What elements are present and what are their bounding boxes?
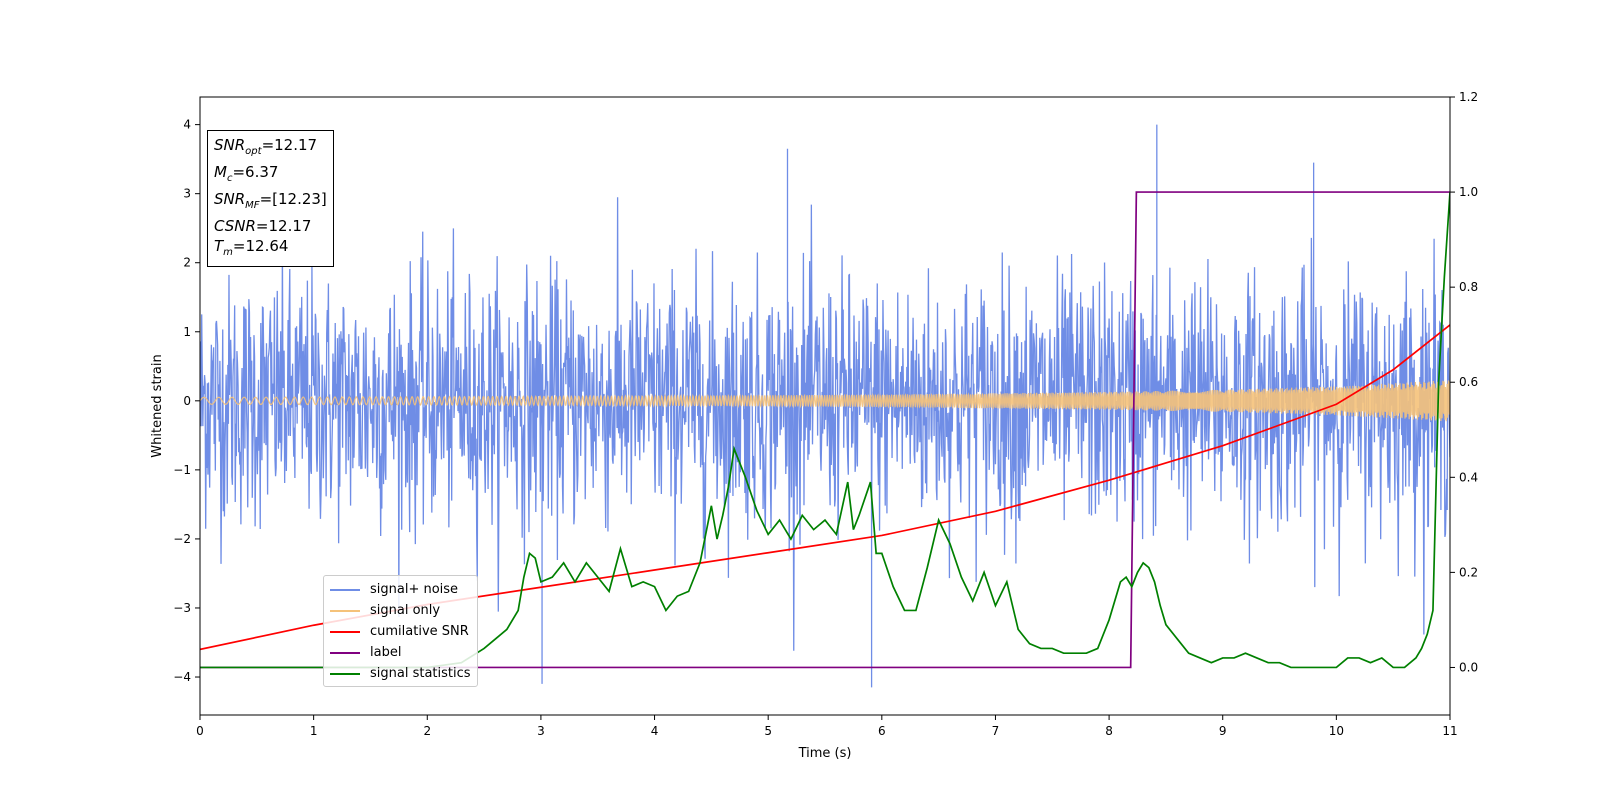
legend-swatch xyxy=(330,588,360,591)
y2-tick-label: 0.4 xyxy=(1459,470,1478,484)
legend-label: cumilative SNR xyxy=(370,624,469,639)
series-signal-only xyxy=(200,380,1450,422)
legend-swatch xyxy=(330,609,360,612)
y2-tick-label: 0.2 xyxy=(1459,565,1478,579)
y-tick-label: 2 xyxy=(183,256,191,270)
legend-swatch xyxy=(330,630,360,633)
legend-label: signal+ noise xyxy=(370,582,459,597)
legend-item-cumulative-snr: cumilative SNR xyxy=(330,621,471,642)
y-tick-label: 0 xyxy=(183,394,191,408)
y-tick-label: −3 xyxy=(173,601,191,615)
x-tick-label: 4 xyxy=(651,724,659,738)
x-axis: 0 1 2 3 4 5 6 7 8 9 10 11 xyxy=(196,715,1458,738)
x-tick-label: 8 xyxy=(1105,724,1113,738)
y-axis-right: 1.2 1.0 0.8 0.6 0.4 0.2 0.0 xyxy=(1450,90,1478,674)
x-tick-label: 1 xyxy=(310,724,318,738)
x-tick-label: 11 xyxy=(1442,724,1457,738)
annotation-csnr: CSNR=12.17 xyxy=(214,217,312,235)
x-axis-label: Time (s) xyxy=(798,746,852,761)
y-tick-label: −1 xyxy=(173,463,191,477)
legend-swatch xyxy=(330,651,360,654)
annotation-box: SNRopt=12.17 Mc=6.37 SNRMF=[12.23] CSNR=… xyxy=(207,130,334,267)
y-tick-label: 1 xyxy=(183,325,191,339)
x-tick-label: 5 xyxy=(764,724,772,738)
x-tick-label: 3 xyxy=(537,724,545,738)
x-tick-label: 0 xyxy=(196,724,204,738)
x-tick-label: 9 xyxy=(1219,724,1227,738)
series-signal-noise xyxy=(200,124,1450,688)
y-tick-label: 3 xyxy=(183,187,191,201)
legend-item-signal-only: signal only xyxy=(330,600,471,621)
annotation-snr-mf: SNRMF=[12.23] xyxy=(214,190,327,211)
legend: signal+ noise signal only cumilative SNR… xyxy=(323,575,478,687)
plot-frame xyxy=(199,96,1451,716)
y2-tick-label: 0.6 xyxy=(1459,375,1478,389)
x-tick-label: 2 xyxy=(423,724,431,738)
y2-tick-label: 0.8 xyxy=(1459,280,1478,294)
series-signal-statistics xyxy=(200,192,1450,669)
y2-tick-label: 0.0 xyxy=(1459,660,1478,674)
legend-label: signal statistics xyxy=(370,666,471,681)
legend-item-signal-noise: signal+ noise xyxy=(330,579,471,600)
x-tick-label: 6 xyxy=(878,724,886,738)
y-tick-label: −2 xyxy=(173,532,191,546)
x-tick-label: 10 xyxy=(1329,724,1344,738)
annotation-snr-opt: SNRopt=12.17 xyxy=(214,136,318,157)
y2-tick-label: 1.0 xyxy=(1459,185,1478,199)
y-tick-label: 4 xyxy=(183,118,191,132)
legend-swatch xyxy=(330,672,360,675)
legend-item-label: label xyxy=(330,642,471,663)
y-axis-label: Whitened strain xyxy=(150,354,165,457)
annotation-tm: Tm=12.64 xyxy=(214,237,289,258)
legend-label: label xyxy=(370,645,402,660)
y-axis-left: 4 3 2 1 0 −1 −2 −3 −4 xyxy=(173,118,200,684)
annotation-mc: Mc=6.37 xyxy=(214,163,279,184)
y-tick-label: −4 xyxy=(173,670,191,684)
legend-label: signal only xyxy=(370,603,441,618)
legend-item-signal-statistics: signal statistics xyxy=(330,663,471,684)
series-label xyxy=(200,191,1450,669)
x-tick-label: 7 xyxy=(992,724,1000,738)
y2-tick-label: 1.2 xyxy=(1459,90,1478,104)
